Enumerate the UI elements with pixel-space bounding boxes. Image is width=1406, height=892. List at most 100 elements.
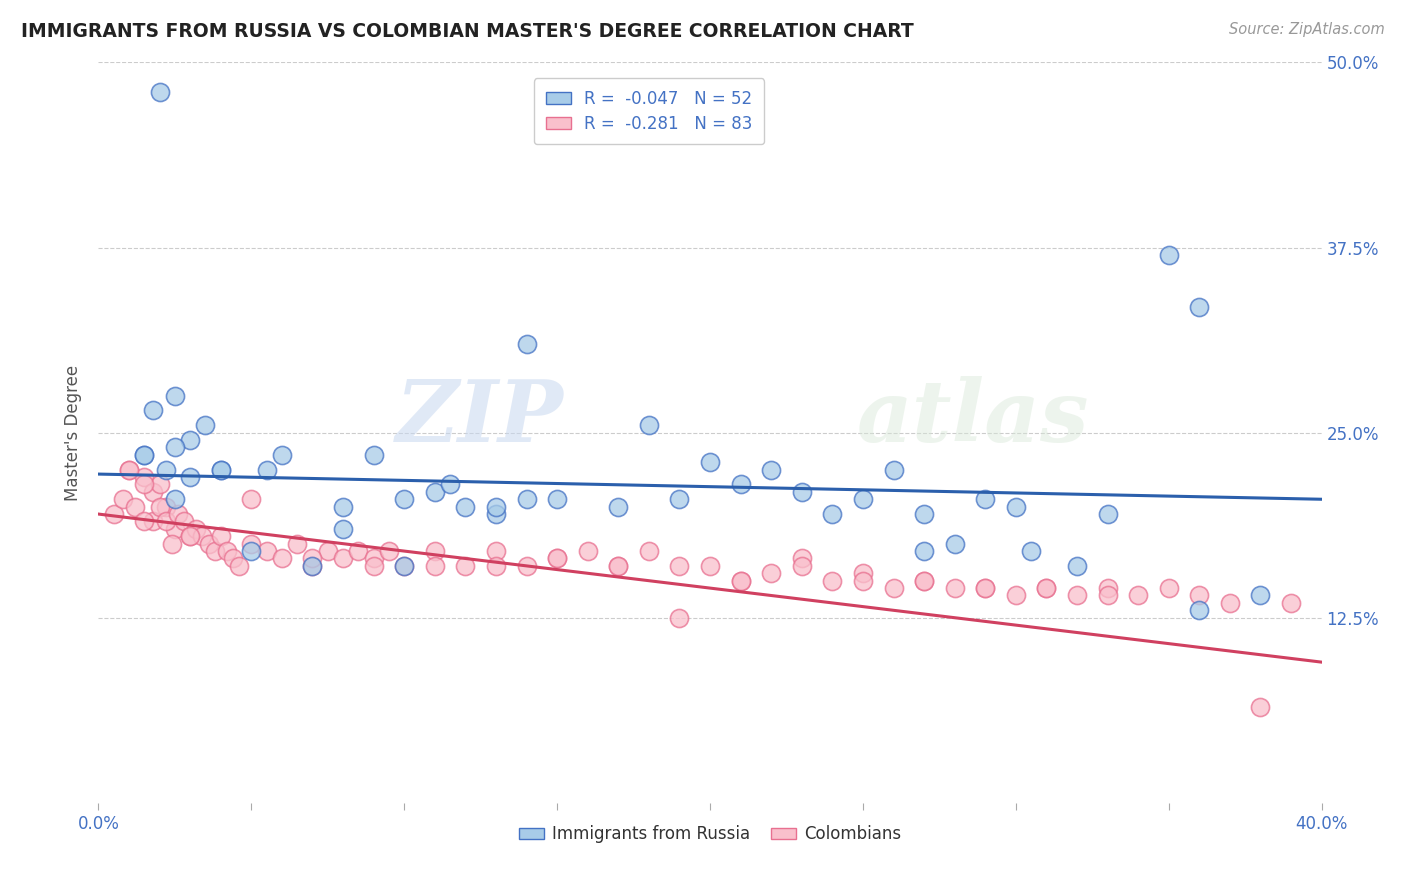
- Point: [155, 500, 177, 514]
- Point: [134, 448, 156, 462]
- Point: [301, 551, 323, 566]
- Point: [163, 388, 186, 402]
- Point: [790, 484, 813, 499]
- Point: [790, 558, 813, 573]
- Point: [1188, 603, 1211, 617]
- Point: [256, 462, 278, 476]
- Point: [1066, 558, 1088, 573]
- Point: [1188, 300, 1211, 314]
- Point: [215, 544, 238, 558]
- Point: [668, 610, 690, 624]
- Point: [883, 581, 905, 595]
- Point: [485, 558, 508, 573]
- Point: [790, 551, 813, 566]
- Point: [454, 500, 477, 514]
- Point: [191, 529, 214, 543]
- Point: [316, 544, 339, 558]
- Point: [730, 574, 752, 588]
- Text: atlas: atlas: [856, 376, 1090, 459]
- Point: [256, 544, 278, 558]
- Point: [516, 336, 538, 351]
- Point: [228, 558, 250, 573]
- Point: [699, 558, 721, 573]
- Point: [392, 558, 416, 573]
- Point: [285, 536, 308, 550]
- Point: [485, 544, 508, 558]
- Point: [209, 462, 232, 476]
- Point: [270, 551, 292, 566]
- Point: [546, 551, 568, 566]
- Point: [852, 492, 875, 507]
- Text: ZIP: ZIP: [395, 376, 564, 459]
- Point: [974, 581, 997, 595]
- Point: [332, 500, 354, 514]
- Point: [699, 455, 721, 469]
- Point: [912, 574, 935, 588]
- Point: [1188, 589, 1211, 603]
- Point: [852, 574, 875, 588]
- Point: [730, 574, 752, 588]
- Point: [883, 462, 905, 476]
- Point: [516, 492, 538, 507]
- Point: [759, 566, 782, 581]
- Point: [149, 500, 172, 514]
- Point: [378, 544, 401, 558]
- Point: [301, 558, 323, 573]
- Point: [852, 566, 875, 581]
- Point: [1097, 581, 1119, 595]
- Point: [912, 544, 935, 558]
- Point: [240, 492, 263, 507]
- Point: [363, 448, 385, 462]
- Point: [1157, 248, 1180, 262]
- Point: [197, 536, 219, 550]
- Point: [1249, 589, 1271, 603]
- Point: [516, 558, 538, 573]
- Point: [607, 500, 630, 514]
- Point: [204, 544, 226, 558]
- Point: [103, 507, 125, 521]
- Point: [222, 551, 245, 566]
- Point: [186, 522, 208, 536]
- Point: [454, 558, 477, 573]
- Point: [149, 477, 172, 491]
- Point: [179, 433, 201, 447]
- Point: [1035, 581, 1057, 595]
- Point: [546, 551, 568, 566]
- Point: [668, 558, 690, 573]
- Point: [163, 441, 186, 455]
- Point: [423, 558, 446, 573]
- Point: [134, 448, 156, 462]
- Point: [179, 470, 201, 484]
- Point: [759, 462, 782, 476]
- Point: [155, 515, 177, 529]
- Point: [576, 544, 599, 558]
- Point: [1019, 544, 1042, 558]
- Point: [142, 484, 165, 499]
- Point: [363, 558, 385, 573]
- Point: [332, 522, 354, 536]
- Y-axis label: Master's Degree: Master's Degree: [65, 365, 83, 500]
- Point: [439, 477, 461, 491]
- Point: [240, 536, 263, 550]
- Point: [270, 448, 292, 462]
- Point: [134, 515, 156, 529]
- Point: [160, 536, 183, 550]
- Point: [179, 529, 201, 543]
- Point: [821, 507, 844, 521]
- Point: [607, 558, 630, 573]
- Point: [912, 507, 935, 521]
- Point: [363, 551, 385, 566]
- Point: [392, 558, 416, 573]
- Point: [423, 544, 446, 558]
- Text: Source: ZipAtlas.com: Source: ZipAtlas.com: [1229, 22, 1385, 37]
- Point: [134, 477, 156, 491]
- Point: [118, 462, 141, 476]
- Point: [607, 558, 630, 573]
- Point: [1066, 589, 1088, 603]
- Point: [1279, 596, 1302, 610]
- Point: [1157, 581, 1180, 595]
- Point: [1004, 500, 1026, 514]
- Point: [943, 536, 966, 550]
- Point: [163, 522, 186, 536]
- Point: [347, 544, 370, 558]
